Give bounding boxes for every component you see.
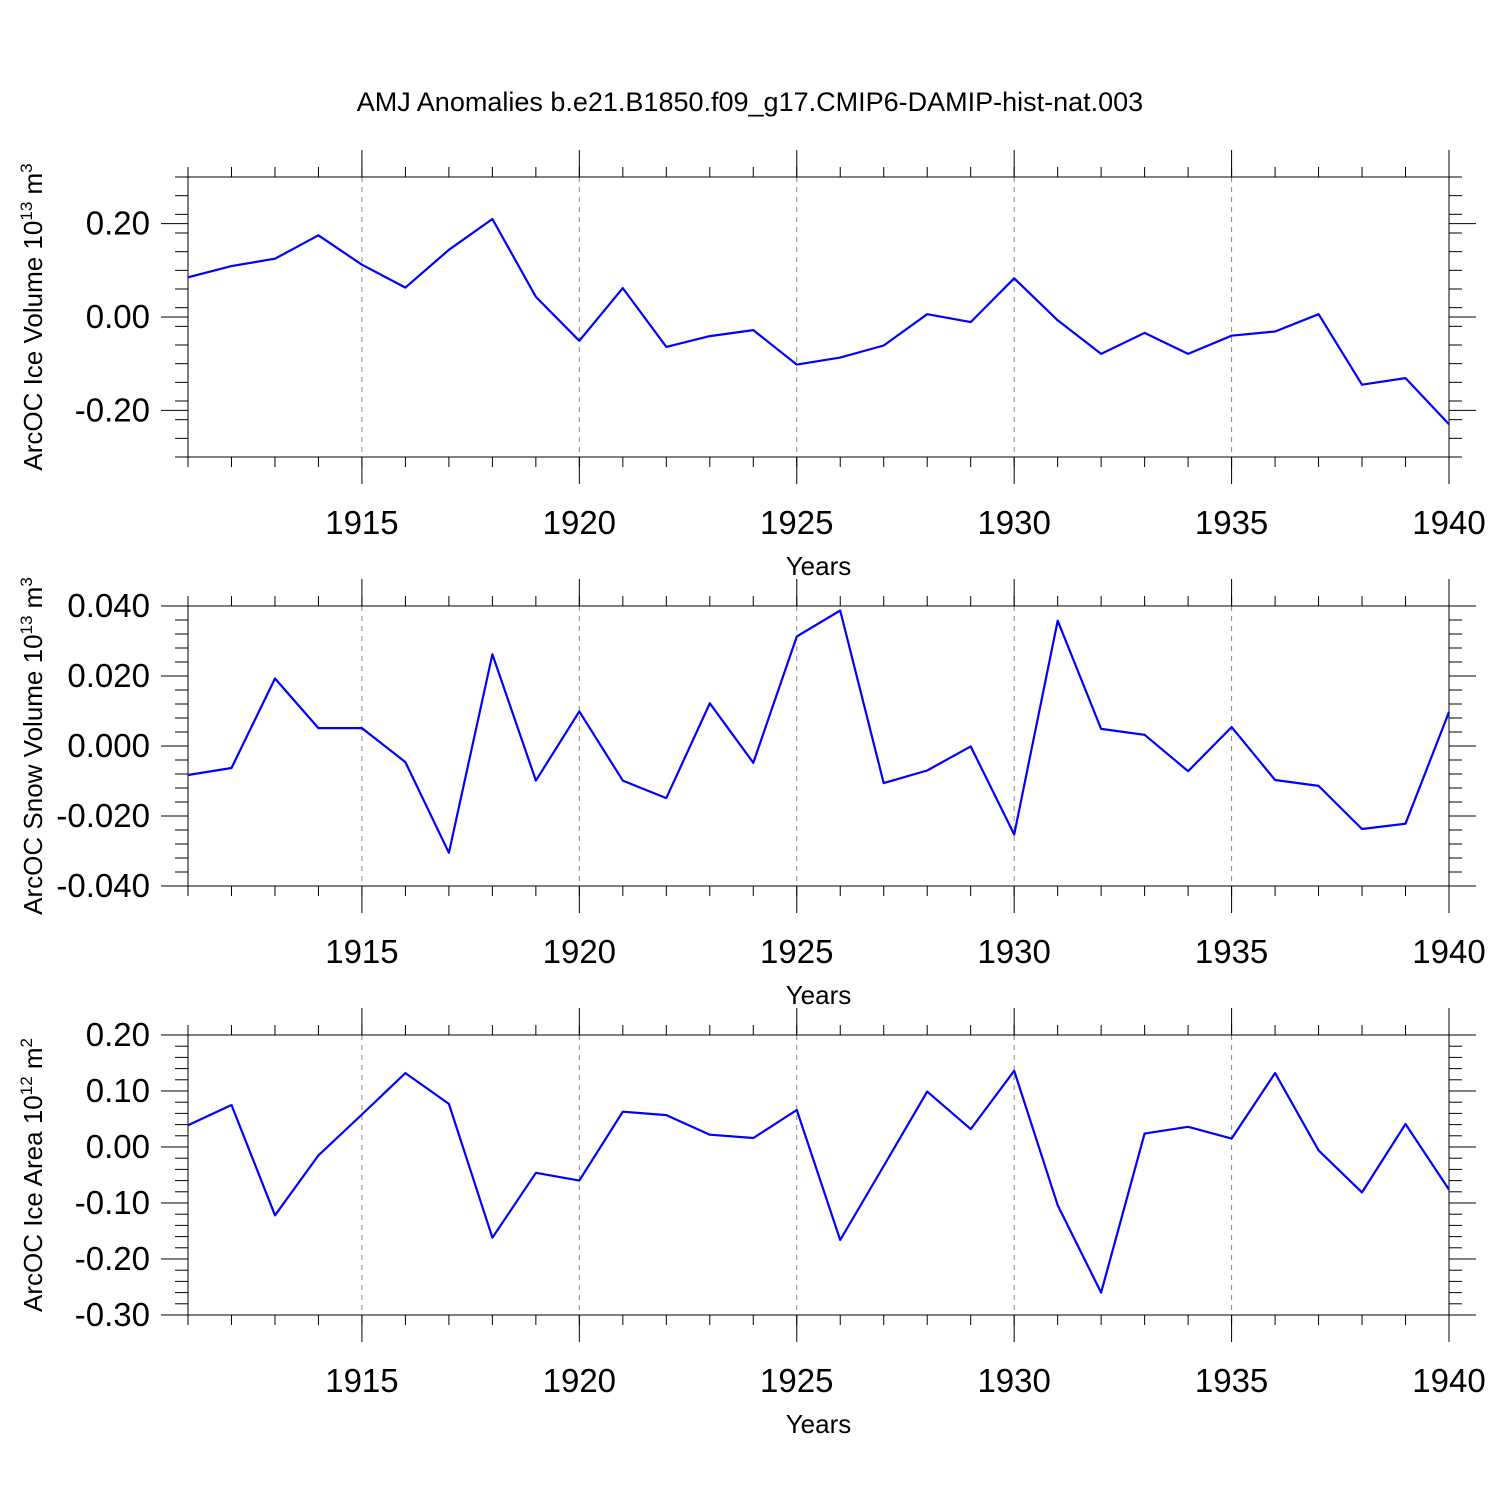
y-tick-label: 0.000 — [67, 727, 150, 764]
x-tick-label: 1940 — [1412, 504, 1485, 541]
x-tick-label: 1915 — [325, 504, 398, 541]
x-tick-label: 1915 — [325, 1362, 398, 1399]
y-axis-title-unit: m — [18, 173, 48, 202]
y-tick-label: 0.10 — [86, 1072, 150, 1109]
x-axis-title: Years — [786, 551, 852, 581]
y-tick-label: 0.020 — [67, 657, 150, 694]
x-tick-label: 1925 — [760, 933, 833, 970]
y-tick-label: -0.20 — [75, 391, 150, 428]
x-tick-label: 1920 — [543, 1362, 616, 1399]
x-tick-label: 1940 — [1412, 933, 1485, 970]
x-tick-label: 1935 — [1195, 504, 1268, 541]
y-axis-title-exponent: 12 — [17, 1076, 36, 1095]
y-axis-title: ArcOC Snow Volume 1013 m3 — [17, 577, 48, 915]
x-tick-label: 1935 — [1195, 933, 1268, 970]
y-tick-label: 0.00 — [86, 298, 150, 335]
y-tick-label: -0.10 — [75, 1184, 150, 1221]
y-tick-label: -0.040 — [56, 867, 150, 904]
figure-title: AMJ Anomalies b.e21.B1850.f09_g17.CMIP6-… — [357, 87, 1143, 117]
plot-frame — [187, 605, 1450, 887]
series-line — [187, 609, 1451, 854]
y-axis-title-unit: m — [18, 587, 48, 616]
series-line — [187, 1069, 1450, 1294]
panel-2: 1915 1920 1925 1930 1935 1940 0.040 0.020 0.000 -… — [17, 577, 1486, 1010]
x-tick-label: 1925 — [760, 504, 833, 541]
panels: 1915 1920 1925 1930 1935 1940 0.20 0.00 -0.20 Yea… — [17, 150, 1486, 1439]
x-tick-label: 1920 — [543, 933, 616, 970]
y-axis-title-base: ArcOC Ice Volume 10 — [18, 221, 48, 471]
plot-frame — [187, 1034, 1450, 1316]
x-tick-label: 1940 — [1412, 1362, 1485, 1399]
y-tick-label: 0.040 — [67, 587, 150, 624]
y-axis-title: ArcOC Ice Area 1012 m2 — [17, 1038, 48, 1312]
y-tick-label: 0.00 — [86, 1128, 150, 1165]
y-axis-title: ArcOC Ice Volume 1013 m3 — [17, 163, 48, 470]
x-tick-label: 1920 — [543, 504, 616, 541]
y-tick-label: 0.20 — [86, 205, 150, 242]
x-tick-label: 1925 — [760, 1362, 833, 1399]
y-axis-title-power: 3 — [17, 163, 36, 172]
y-tick-label: -0.020 — [56, 797, 150, 834]
plot-frame — [187, 176, 1450, 458]
y-tick-label: -0.20 — [75, 1240, 150, 1277]
panel-1: 1915 1920 1925 1930 1935 1940 0.20 0.00 -0.20 Yea… — [17, 150, 1486, 581]
y-axis-title-base: ArcOC Snow Volume 10 — [18, 634, 48, 914]
y-axis-title-exponent: 13 — [17, 616, 36, 635]
x-tick-label: 1930 — [977, 933, 1050, 970]
y-tick-label: -0.30 — [75, 1296, 150, 1333]
x-tick-label: 1915 — [325, 933, 398, 970]
y-axis-title-base: ArcOC Ice Area 10 — [18, 1095, 48, 1312]
y-axis-title-power: 3 — [17, 577, 36, 586]
x-tick-label: 1930 — [977, 504, 1050, 541]
y-axis-title-exponent: 13 — [17, 202, 36, 221]
y-axis-title-power: 2 — [17, 1038, 36, 1047]
x-tick-label: 1930 — [977, 1362, 1050, 1399]
series-line — [187, 217, 1450, 426]
x-axis-title: Years — [786, 1409, 852, 1439]
panel-3: 1915 1920 1925 1930 1935 1940 0.20 0.10 0.00 -0.1… — [17, 1008, 1486, 1439]
y-axis-title-unit: m — [18, 1047, 48, 1076]
y-tick-label: 0.20 — [86, 1016, 150, 1053]
x-tick-label: 1935 — [1195, 1362, 1268, 1399]
x-axis-title: Years — [786, 980, 852, 1010]
